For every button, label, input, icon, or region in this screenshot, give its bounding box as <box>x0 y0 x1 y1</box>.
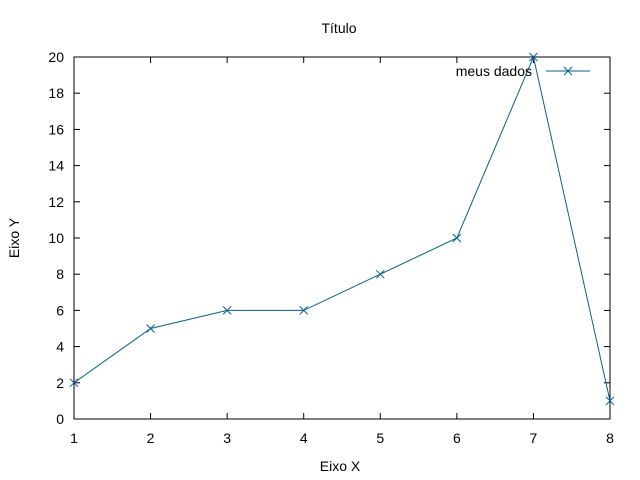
y-tick-label: 10 <box>48 230 64 246</box>
x-axis: 1 2 3 4 5 6 7 8 <box>70 57 614 446</box>
x-tick-label: 4 <box>300 430 308 446</box>
y-tick-label: 18 <box>48 85 64 101</box>
plot-frame <box>73 56 611 420</box>
x-tick-label: 8 <box>606 430 614 446</box>
x-tick-label: 5 <box>376 430 384 446</box>
x-tick-label: 6 <box>453 430 461 446</box>
y-tick-label: 6 <box>56 302 64 318</box>
data-point <box>452 233 462 243</box>
data-point <box>375 269 385 279</box>
data-point <box>299 306 309 315</box>
y-axis: 0 2 4 6 8 10 12 14 16 18 20 <box>48 49 610 427</box>
legend-label: meus dados <box>456 63 532 79</box>
data-point <box>222 306 232 315</box>
y-tick-label: 12 <box>48 194 64 210</box>
legend-marker-cross <box>563 66 573 76</box>
y-tick-label: 2 <box>56 375 64 391</box>
y-tick-label: 14 <box>48 158 64 174</box>
x-tick-label: 2 <box>147 430 155 446</box>
y-tick-label: 4 <box>56 339 64 355</box>
data-point <box>69 378 79 388</box>
data-point <box>605 396 615 406</box>
chart-title: Título <box>321 20 356 36</box>
legend-marker <box>563 66 573 76</box>
x-tick-label: 1 <box>70 430 78 446</box>
x-axis-label: Eixo X <box>320 458 361 474</box>
data-point <box>529 52 538 62</box>
series-layer <box>69 52 615 406</box>
series-line-0 <box>73 55 611 402</box>
x-tick-label: 3 <box>223 430 231 446</box>
y-axis-label: Eixo Y <box>6 217 22 258</box>
data-point <box>146 324 155 333</box>
y-tick-label: 8 <box>56 266 64 282</box>
y-tick-label: 20 <box>48 49 64 65</box>
legend: meus dados <box>456 63 590 79</box>
y-tick-label: 16 <box>48 121 64 137</box>
y-tick-label: 0 <box>56 411 64 427</box>
x-tick-label: 7 <box>530 430 538 446</box>
